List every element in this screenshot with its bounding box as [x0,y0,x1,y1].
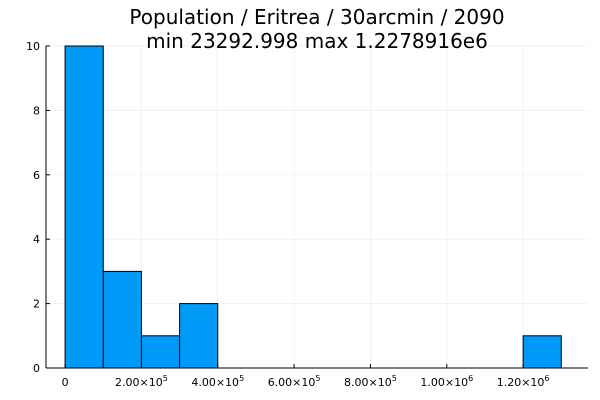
y-tick-label-3: 6 [33,169,40,182]
histogram-bar-2 [140,335,181,369]
histogram-bar-4 [522,335,562,369]
x-tick-label-3: 6.00×105 [268,374,321,389]
x-tick-label-6: 1.20×106 [497,374,550,389]
axis-layer [45,45,588,369]
y-tick-label-1: 2 [33,298,40,311]
y-tick-label-5: 10 [26,40,40,53]
histogram-bar-3 [179,303,219,369]
x-tick-label-5: 1.00×106 [420,374,473,389]
x-tick-label-1: 2.00×105 [115,374,168,389]
chart-title-line1: Population / Eritrea / 30arcmin / 2090 [129,5,504,29]
bar-layer [64,45,562,369]
histogram-bar-0 [64,45,104,369]
y-tick-label-4: 8 [33,104,40,117]
x-tick-label-4: 8.00×105 [344,374,397,389]
grid-layer [46,45,588,369]
x-tick-label-0: 0 [62,376,69,389]
x-tick-label-2: 4.00×105 [191,374,244,389]
histogram-bar-1 [102,270,142,369]
chart-title-line2: min 23292.998 max 1.2278916e6 [146,29,488,53]
y-tick-label-2: 4 [33,233,40,246]
y-tick-label-0: 0 [33,362,40,375]
tick-labels: 0 2.00×105 4.00×105 6.00×105 8.00×105 1.00×10… [26,40,550,389]
